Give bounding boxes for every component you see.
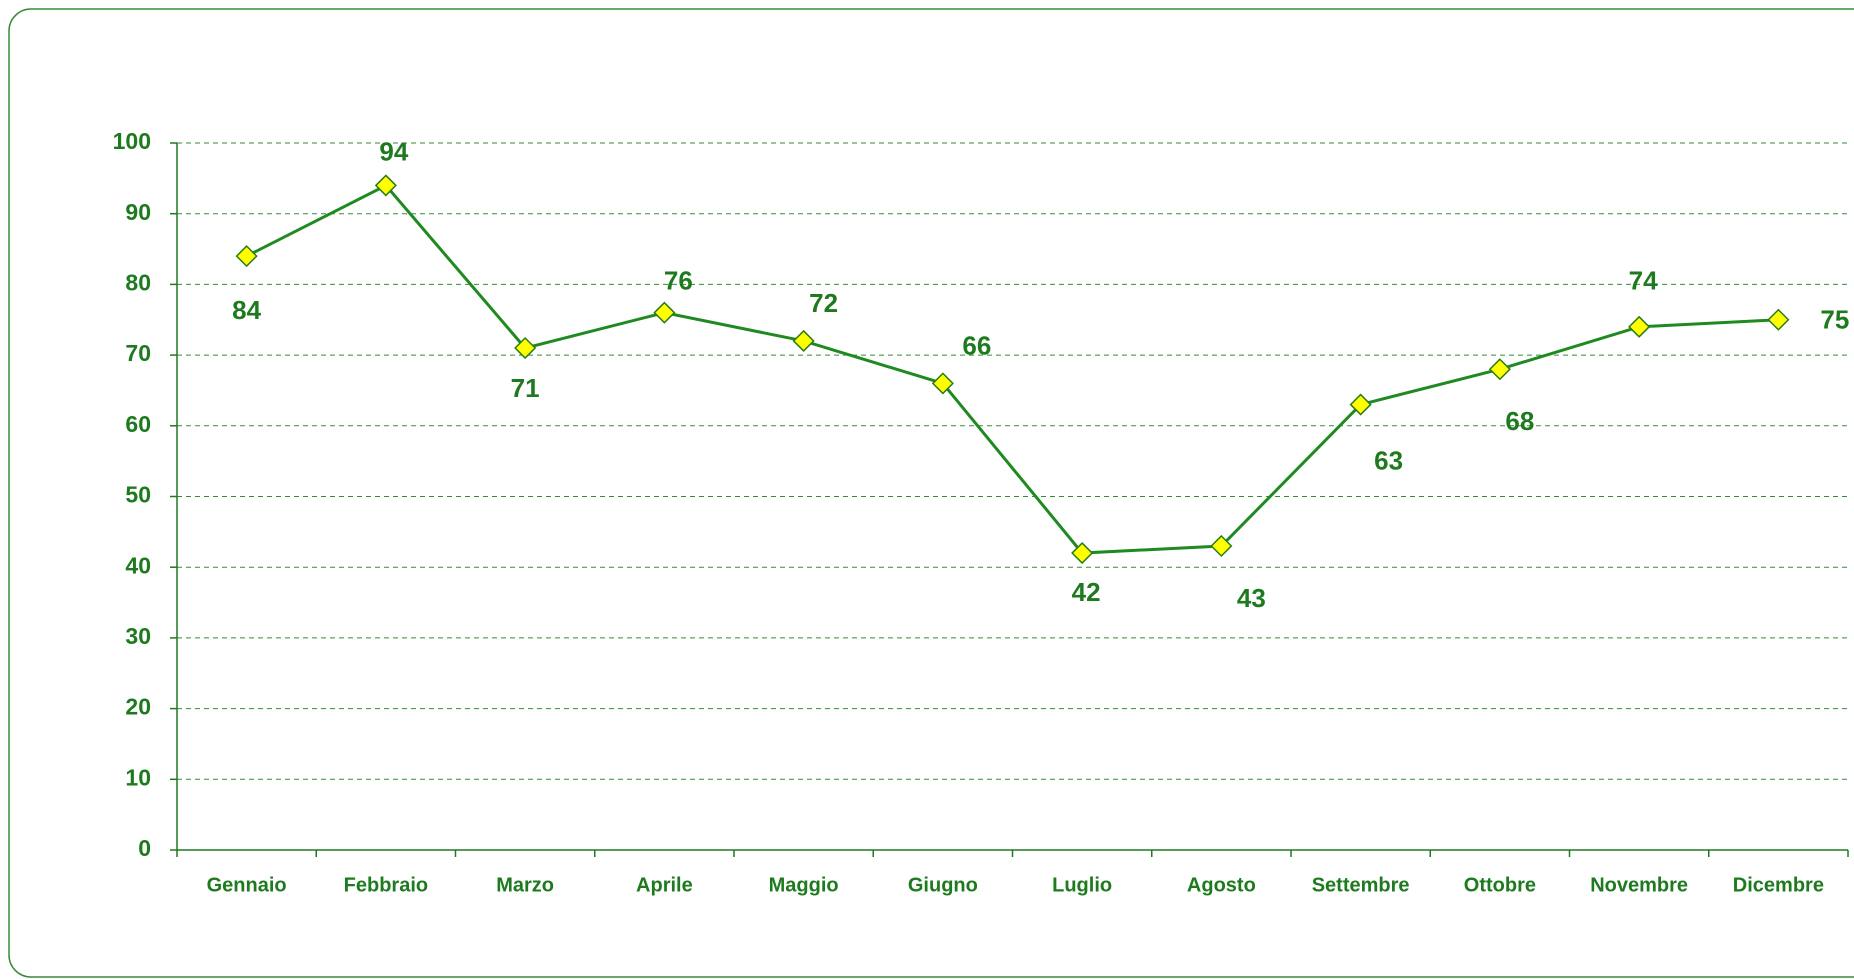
marker (1210, 534, 1233, 558)
y-tick-label: 90 (125, 199, 151, 225)
data-label: 75 (1820, 305, 1849, 335)
marker (374, 174, 397, 197)
x-tick-label: Aprile (636, 874, 693, 896)
x-tick-label: Settembre (1312, 874, 1410, 896)
data-label: 84 (232, 295, 261, 325)
y-tick-label: 30 (125, 623, 151, 649)
y-tick-label: 100 (113, 128, 151, 154)
data-label: 63 (1374, 445, 1403, 475)
data-label: 42 (1072, 577, 1101, 607)
x-tick-label: Novembre (1590, 874, 1688, 896)
y-tick-label: 40 (125, 552, 151, 578)
x-tick-label: Dicembre (1733, 874, 1824, 896)
x-tick-label: Marzo (496, 874, 554, 896)
x-tick-label: Febbraio (344, 874, 428, 896)
marker (235, 245, 258, 268)
data-label: 71 (511, 373, 540, 403)
y-tick-label: 70 (125, 340, 151, 366)
marker (1071, 541, 1094, 565)
y-tick-label: 0 (138, 835, 151, 861)
x-tick-label: Maggio (769, 874, 839, 896)
y-tick-label: 10 (125, 764, 151, 790)
marker (1488, 358, 1511, 381)
x-tick-label: Agosto (1187, 874, 1256, 896)
marker (1628, 315, 1651, 338)
marker (653, 301, 676, 324)
data-label: 43 (1237, 583, 1266, 613)
x-tick-label: Ottobre (1464, 874, 1536, 896)
x-tick-label: Giugno (908, 874, 978, 896)
marker (792, 329, 815, 353)
marker (514, 336, 537, 360)
marker (1767, 308, 1790, 331)
y-tick-label: 50 (125, 482, 151, 508)
marker (931, 372, 954, 395)
series-line (245, 183, 1779, 555)
chart-border (8, 8, 1854, 978)
y-tick-label: 20 (125, 694, 151, 720)
data-label: 94 (379, 136, 408, 166)
data-label: 74 (1629, 266, 1658, 296)
data-label: 68 (1505, 406, 1534, 436)
marker (1349, 393, 1372, 416)
x-tick-label: Luglio (1052, 874, 1112, 896)
y-tick-label: 80 (125, 269, 151, 295)
x-tick-label: Gennaio (207, 874, 287, 896)
data-label: 76 (664, 266, 693, 296)
data-label: 72 (809, 288, 838, 318)
data-label: 66 (962, 330, 991, 360)
y-tick-label: 60 (125, 411, 151, 437)
